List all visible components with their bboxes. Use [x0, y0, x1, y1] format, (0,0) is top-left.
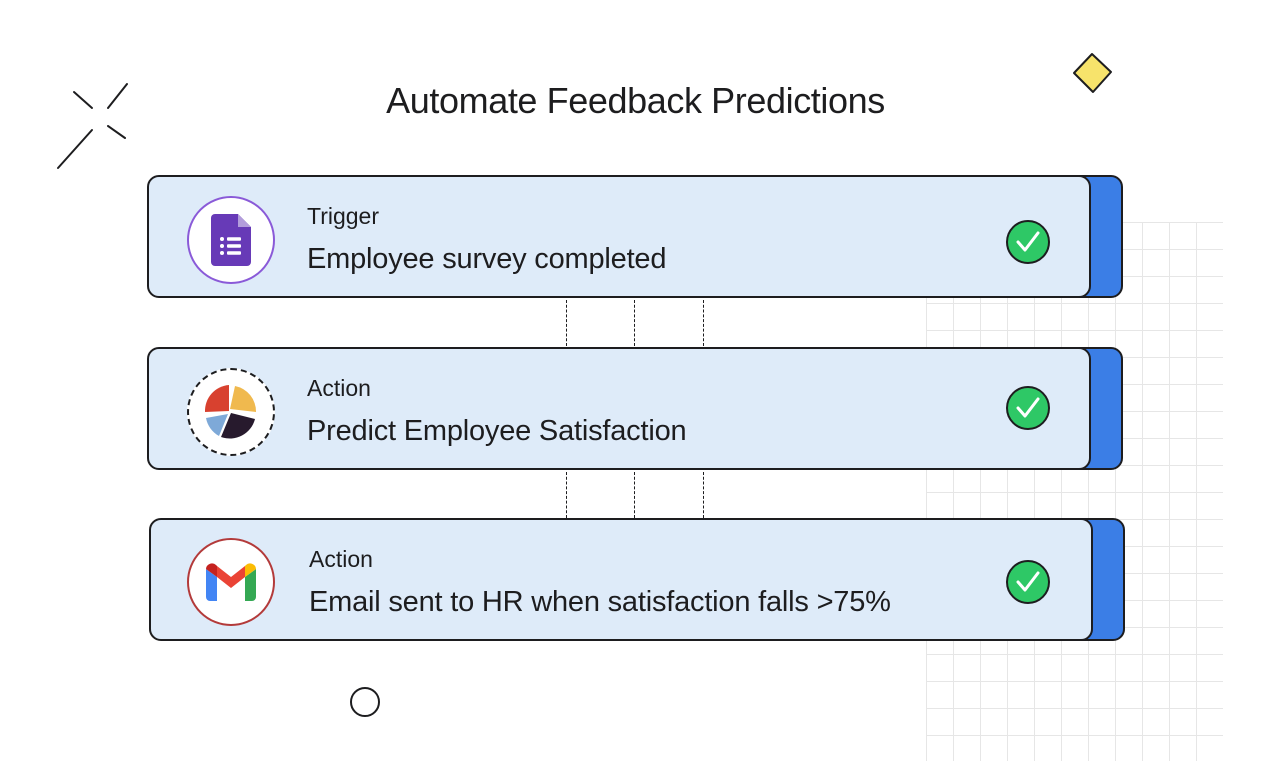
app-icon-circle: [187, 196, 275, 284]
app-icon-circle: [187, 538, 275, 626]
step-type-label: Action: [307, 375, 371, 401]
step-card-action-predict[interactable]: Action Predict Employee Satisfaction: [147, 347, 1123, 470]
step-card-action-email[interactable]: Action Email sent to HR when satisfactio…: [149, 518, 1125, 641]
gmail-icon: [206, 563, 256, 601]
small-circle-decoration: [350, 687, 380, 717]
connector-line: [703, 300, 704, 346]
check-circle-icon: [1006, 386, 1050, 430]
card-body: Trigger Employee survey completed: [147, 175, 1091, 298]
step-type-label: Trigger: [307, 203, 379, 229]
check-circle-icon: [1006, 560, 1050, 604]
connector-line: [634, 300, 635, 346]
sparkle-lines-decoration: [57, 83, 128, 169]
step-card-trigger[interactable]: Trigger Employee survey completed: [147, 175, 1123, 298]
connector-line: [566, 472, 567, 518]
step-type-label: Action: [309, 546, 373, 572]
connector-line: [703, 472, 704, 518]
step-description: Predict Employee Satisfaction: [307, 415, 687, 447]
check-circle-icon: [1006, 220, 1050, 264]
grid-background: [926, 222, 1223, 761]
page-title: Automate Feedback Predictions: [386, 80, 885, 121]
step-description: Email sent to HR when satisfaction falls…: [309, 586, 891, 618]
yellow-diamond-decoration: [1073, 53, 1112, 93]
connector-line: [634, 472, 635, 518]
app-icon-circle: [187, 368, 275, 456]
pie-chart-icon: [204, 385, 257, 439]
card-body: Action Email sent to HR when satisfactio…: [149, 518, 1093, 641]
connector-line: [566, 300, 567, 346]
card-body: Action Predict Employee Satisfaction: [147, 347, 1091, 470]
step-description: Employee survey completed: [307, 243, 667, 275]
google-forms-icon: [211, 214, 251, 266]
